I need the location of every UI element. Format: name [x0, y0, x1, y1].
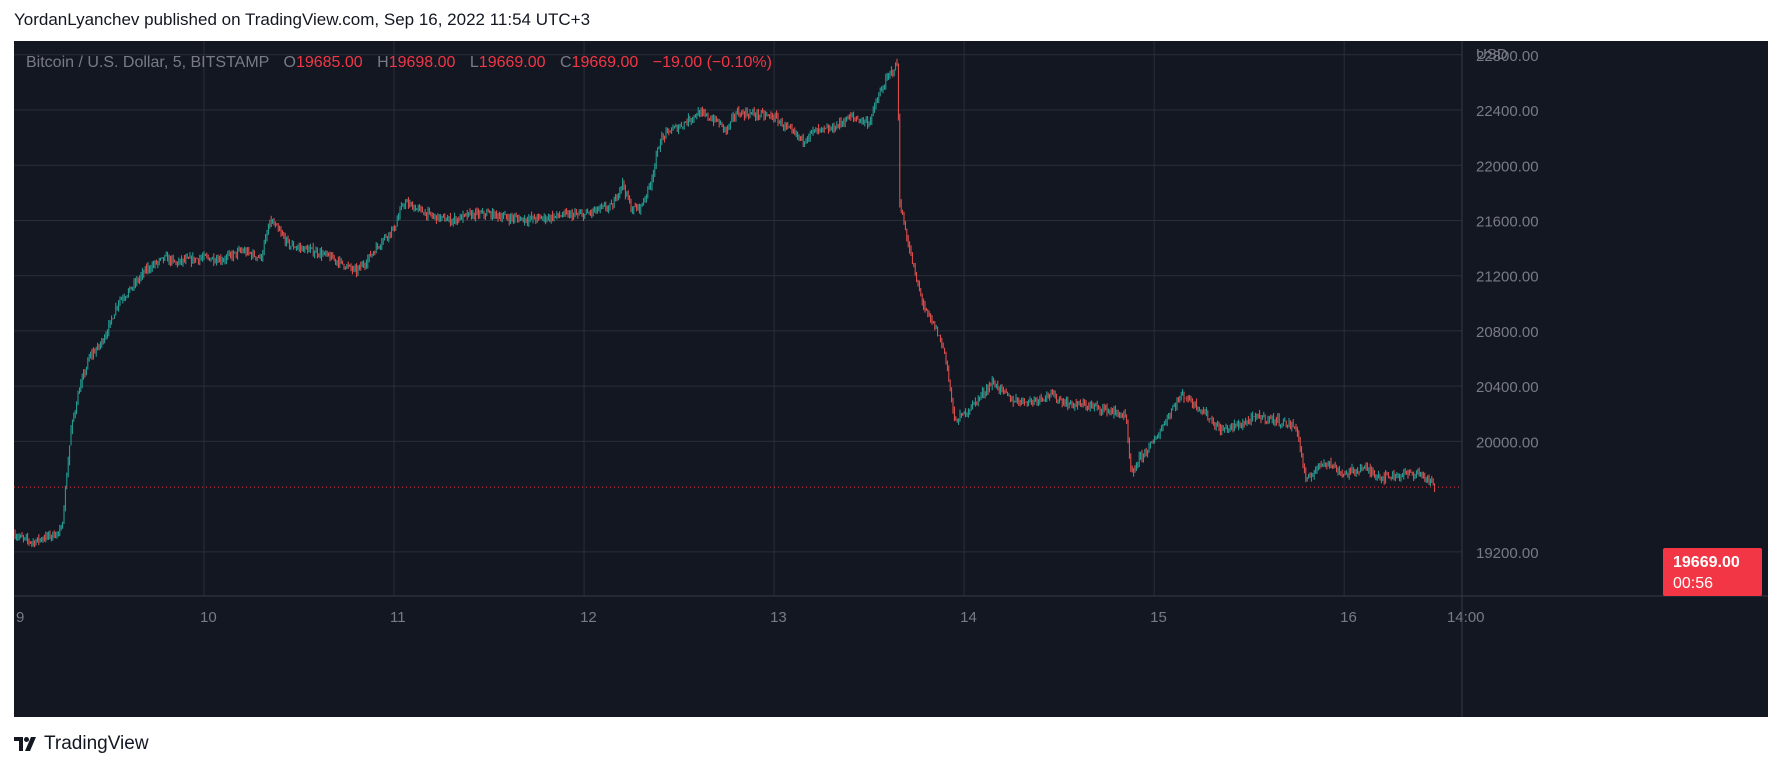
y-tick-label: 22000.00 — [1476, 158, 1539, 175]
open-key: O — [283, 54, 296, 71]
low-value: 19669.00 — [478, 54, 546, 71]
y-tick-label: 21600.00 — [1476, 213, 1539, 230]
x-tick-label: 10 — [200, 609, 217, 626]
high-key: H — [377, 54, 389, 71]
price-axis-unit: USD — [1476, 46, 1508, 63]
last-price-value: 19669.00 — [1673, 554, 1740, 571]
y-tick-label: 20000.00 — [1476, 434, 1539, 451]
x-tick-label: 14 — [960, 609, 977, 626]
price-chart[interactable]: 22800.00 22400.00 22000.00 21600.00 21200.00… — [14, 41, 1768, 717]
tradingview-logo-icon — [14, 737, 36, 751]
symbol-title[interactable]: Bitcoin / U.S. Dollar, 5, BITSTAMP — [26, 54, 270, 71]
y-tick-label: 22800.00 — [1476, 48, 1539, 65]
last-price-label: 19669.00 00:56 — [1663, 548, 1762, 596]
low-key: L — [469, 54, 479, 71]
x-tick-label: 15 — [1150, 609, 1167, 626]
ohlc-legend: Bitcoin / U.S. Dollar, 5, BITSTAMP O1968… — [26, 54, 772, 72]
y-tick-label: 20400.00 — [1476, 379, 1539, 396]
published-by-line: YordanLyanchev published on TradingView.… — [14, 10, 591, 29]
x-tick-label: 9 — [16, 609, 24, 626]
x-tick-label: 11 — [390, 609, 406, 626]
y-tick-label: 19200.00 — [1476, 545, 1539, 562]
x-tick-label: 12 — [580, 609, 597, 626]
change-value: −19.00 (−0.10%) — [652, 54, 772, 71]
brand-name: TradingView — [44, 733, 149, 754]
x-tick-label: 16 — [1340, 609, 1357, 626]
x-tick-label: 13 — [770, 609, 787, 626]
chart-panel[interactable]: 22800.00 22400.00 22000.00 21600.00 21200.00… — [14, 41, 1768, 717]
y-tick-label: 21200.00 — [1476, 269, 1539, 286]
tradingview-brand[interactable]: TradingView — [14, 733, 149, 755]
x-tick-label: 14:00 — [1447, 609, 1485, 626]
close-key: C — [559, 54, 572, 71]
high-value: 19698.00 — [388, 54, 456, 71]
y-tick-label: 20800.00 — [1476, 324, 1539, 341]
y-tick-label: 22400.00 — [1476, 103, 1539, 120]
close-value: 19669.00 — [571, 54, 639, 71]
open-value: 19685.00 — [295, 54, 363, 71]
bar-countdown: 00:56 — [1673, 575, 1714, 592]
